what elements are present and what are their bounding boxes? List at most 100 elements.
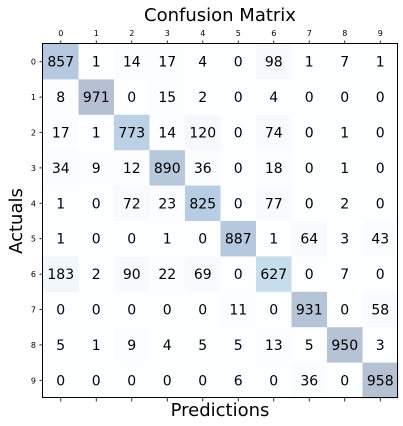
heatmap-cell [149, 362, 186, 399]
y-tick-label: 5 [31, 235, 36, 244]
cell-value-label: 0 [376, 161, 385, 177]
heatmap-cell [149, 327, 186, 363]
cell-value-label: 4 [198, 55, 207, 71]
x-axis-label: Predictions [171, 400, 270, 421]
heatmap-cell [149, 185, 186, 222]
heatmap-cell [220, 79, 257, 116]
heatmap-cell [291, 150, 328, 186]
heatmap-cell [114, 114, 150, 151]
heatmap-cell [149, 221, 186, 257]
heatmap-cell [149, 79, 186, 116]
heatmap-cell [220, 44, 257, 80]
heatmap-cell [43, 44, 79, 80]
heatmap-cell [256, 221, 292, 257]
cell-value-label: 22 [158, 267, 176, 283]
heatmap-cell [256, 114, 292, 151]
cell-value-label: 11 [229, 303, 247, 319]
cell-value-label: 5 [305, 338, 314, 354]
cell-value-label: 0 [92, 373, 101, 389]
x-tick-label: 3 [165, 29, 170, 38]
heatmap-cell [149, 44, 186, 80]
cell-value-label: 69 [194, 267, 212, 283]
heatmap-cell [114, 79, 150, 116]
cell-value-label: 0 [92, 232, 101, 248]
cell-value-label: 77 [265, 196, 283, 212]
cell-value-label: 857 [47, 55, 74, 71]
cell-value-label: 4 [163, 338, 172, 354]
heatmap-cell [185, 291, 221, 328]
heatmap-cell [327, 256, 363, 293]
heatmap-cell [43, 150, 79, 186]
cell-value-label: 7 [340, 55, 349, 71]
heatmap-cell [291, 362, 328, 399]
heatmap-cell [291, 256, 328, 293]
cell-value-label: 2 [92, 267, 101, 283]
y-tick-label: 9 [31, 376, 36, 385]
heatmap-cell [362, 114, 399, 151]
heatmap-cell [327, 221, 363, 257]
cell-value-label: 0 [127, 303, 136, 319]
heatmap-cell [256, 291, 292, 328]
heatmap-cell [256, 362, 292, 399]
heatmap-cell [362, 44, 399, 80]
cell-value-label: 958 [367, 373, 394, 389]
heatmap-cell [43, 291, 79, 328]
heatmap-cell [78, 221, 115, 257]
x-tick-label: 5 [236, 29, 241, 38]
cell-value-label: 0 [234, 90, 243, 106]
cell-value-label: 14 [158, 126, 176, 142]
heatmap-cell [185, 185, 221, 222]
cell-value-label: 0 [376, 90, 385, 106]
heatmap-cell [327, 79, 363, 116]
cell-value-label: 1 [376, 55, 385, 71]
cell-value-label: 5 [234, 338, 243, 354]
cell-value-label: 98 [265, 55, 283, 71]
cell-value-label: 0 [234, 161, 243, 177]
cell-value-label: 0 [163, 303, 172, 319]
plot-frame [42, 43, 398, 398]
cell-value-label: 90 [123, 267, 141, 283]
chart-title: Confusion Matrix [144, 5, 296, 26]
heatmap-cell [220, 185, 257, 222]
heatmap-cell [185, 327, 221, 363]
heatmap-cell [114, 256, 150, 293]
cell-value-label: 6 [234, 373, 243, 389]
cell-value-label: 0 [305, 196, 314, 212]
y-tick-label: 1 [31, 93, 36, 102]
y-tick-label: 2 [31, 129, 36, 138]
heatmap-cell [43, 221, 79, 257]
heatmap-cell [291, 291, 328, 328]
cell-value-label: 0 [340, 90, 349, 106]
cell-value-label: 0 [56, 373, 65, 389]
cell-value-label: 5 [198, 338, 207, 354]
heatmap-cell [185, 256, 221, 293]
cell-value-label: 1 [340, 126, 349, 142]
cell-value-label: 0 [376, 267, 385, 283]
cell-value-label: 3 [340, 232, 349, 248]
cell-value-label: 950 [331, 338, 358, 354]
heatmap-cell [43, 79, 79, 116]
heatmap-cell [114, 362, 150, 399]
cell-value-label: 0 [234, 196, 243, 212]
heatmap-cell [291, 185, 328, 222]
heatmap-cell [362, 185, 399, 222]
cell-value-label: 0 [376, 126, 385, 142]
cell-value-label: 9 [92, 161, 101, 177]
heatmap-cell [43, 256, 79, 293]
cell-value-label: 0 [198, 373, 207, 389]
x-tick-label: 0 [58, 29, 63, 38]
heatmap-cell [256, 79, 292, 116]
heatmap-cell [327, 185, 363, 222]
heatmap-cell [78, 44, 115, 80]
cell-value-label: 1 [340, 161, 349, 177]
cell-value-label: 773 [118, 126, 145, 142]
heatmap-cell [185, 150, 221, 186]
heatmap-cell [362, 256, 399, 293]
heatmap-cell [149, 150, 186, 186]
heatmap-cell [185, 221, 221, 257]
heatmap-cell [78, 79, 115, 116]
cell-value-label: 9 [127, 338, 136, 354]
cell-value-label: 1 [269, 232, 278, 248]
